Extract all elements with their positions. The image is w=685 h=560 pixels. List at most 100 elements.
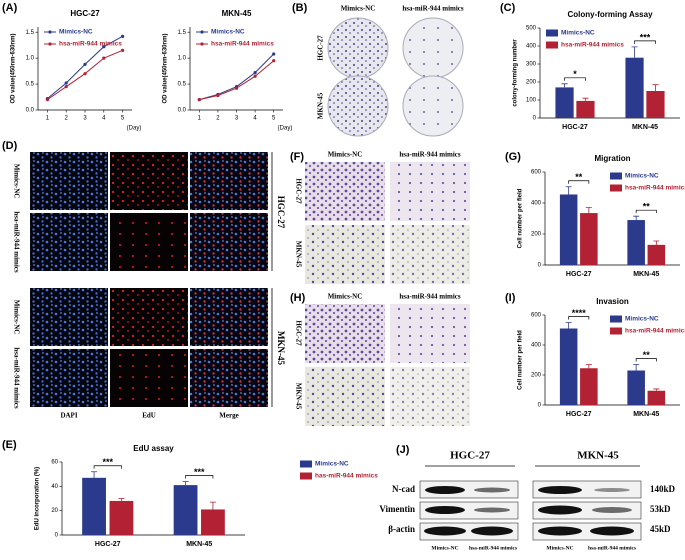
row-label: HGC-27 (294, 320, 302, 346)
legend-marker (546, 29, 558, 37)
y-tick-label: 0.0 (26, 108, 35, 114)
size-label: 140kD (650, 484, 676, 494)
y-tick-label: 1.0 (178, 56, 187, 62)
y-tick-label: 0 (533, 116, 537, 122)
y-tick-label: 0 (538, 403, 542, 409)
point (64, 85, 68, 89)
row-label: HGC-27 (317, 35, 325, 61)
point (253, 74, 257, 78)
y-tick-label: 600 (531, 313, 542, 319)
micrograph (30, 152, 108, 210)
x-axis-label: (Day) (278, 126, 293, 132)
micrograph (110, 288, 188, 346)
legend-label: Mimics-NC (315, 461, 349, 468)
y-tick-label: 1.0 (26, 56, 35, 62)
chart-title: MKN-45 (222, 9, 252, 18)
bar (82, 477, 106, 535)
error-bar (633, 215, 640, 221)
y-tick-label: 400 (526, 44, 537, 50)
error-bar (582, 97, 589, 101)
legend-label: Mimics-NC (211, 29, 245, 36)
colony-plates: Mimics-NC hsa-miR-944 mimics HGC-27 MKN-… (317, 5, 464, 137)
error-bar (633, 364, 640, 371)
column-label: Mimics-NC (328, 151, 363, 159)
group-label: MKN-45 (276, 331, 286, 365)
bar (555, 87, 574, 118)
point (121, 48, 125, 52)
row-label: MKN-45 (294, 241, 302, 268)
row-label: MKN-45 (317, 92, 325, 119)
y-tick-label: 200 (526, 80, 537, 86)
significance-label: * (573, 69, 577, 79)
significance-label: ** (643, 202, 651, 212)
x-tick-label: 1 (198, 116, 202, 122)
x-tick-label: HGC-27 (95, 541, 121, 548)
protein-label: Vimentin (379, 504, 415, 514)
legend-label: Mimics-NC (625, 316, 659, 323)
legend-marker (610, 172, 622, 180)
micrograph (190, 349, 268, 407)
error-bar (585, 207, 592, 214)
x-tick-label: 3 (235, 116, 239, 122)
y-tick-label: 200 (531, 373, 542, 379)
significance-bracket (564, 77, 586, 81)
bar (580, 213, 598, 265)
error-bar (631, 46, 638, 58)
row-label: HGC-27 (294, 178, 302, 204)
panel-label: (B) (292, 2, 308, 14)
point (216, 93, 220, 98)
panel-label: (I) (505, 292, 516, 304)
error-bar (182, 481, 189, 486)
y-axis-label: Cell number per field (518, 188, 524, 248)
panel-label: (G) (505, 151, 521, 163)
micrograph (390, 367, 470, 426)
micrograph (30, 349, 108, 407)
x-tick-label: HGC-27 (566, 271, 592, 278)
legend-label: hsa-miR-944 mimics (625, 328, 685, 335)
significance-bracket (93, 465, 122, 469)
significance-bracket (568, 316, 590, 320)
x-tick-label: 4 (253, 116, 257, 122)
x-tick-label: 4 (102, 116, 106, 122)
bar (647, 390, 666, 405)
legend-label: hsa-miR-944 mimics (561, 42, 624, 49)
legend-marker (200, 30, 204, 34)
error-bar (118, 498, 125, 501)
error-bar (209, 501, 216, 510)
y-tick-label: 400 (531, 343, 542, 349)
error-bar (585, 364, 592, 369)
micrograph (110, 213, 188, 271)
bar (625, 57, 644, 118)
row-label: MKN-45 (294, 383, 302, 410)
micrograph (390, 225, 470, 284)
panel-labels: (A) (B) (C) (D) (E) (F) (G) (H) (I) (J) (2, 2, 521, 456)
significance-bracket (635, 209, 657, 214)
column-label: hsa-miR-944 mimics (399, 151, 461, 159)
point (64, 81, 68, 85)
x-tick-label: HGC-27 (566, 411, 592, 418)
significance-label: *** (102, 457, 113, 467)
x-tick-label: 5 (272, 116, 276, 122)
y-tick-label: 0.5 (178, 82, 187, 88)
bar (646, 91, 665, 118)
y-tick-label: 100 (526, 98, 537, 104)
significance-label: *** (640, 32, 651, 42)
chart-title: Colony-forming Assay (567, 10, 653, 19)
legend-marker (300, 460, 312, 468)
error-bar (565, 322, 572, 329)
micrograph (305, 162, 385, 221)
column-label: Mimics-NC (328, 293, 363, 301)
x-axis-label: (Day) (127, 126, 142, 132)
point (102, 45, 106, 49)
size-label: 53kD (650, 504, 671, 514)
bar (559, 194, 578, 265)
protein-label: N-cad (392, 484, 415, 494)
series-line (199, 53, 275, 101)
lane-label: Mimics-NC (431, 545, 458, 551)
micrograph (190, 288, 268, 346)
point (121, 34, 125, 38)
bar (109, 500, 134, 535)
group-label: HGC-27 (276, 196, 286, 229)
y-axis-label: Cell number per field (518, 330, 524, 390)
lane-label: hsa-miR-944 mimics (588, 545, 636, 551)
